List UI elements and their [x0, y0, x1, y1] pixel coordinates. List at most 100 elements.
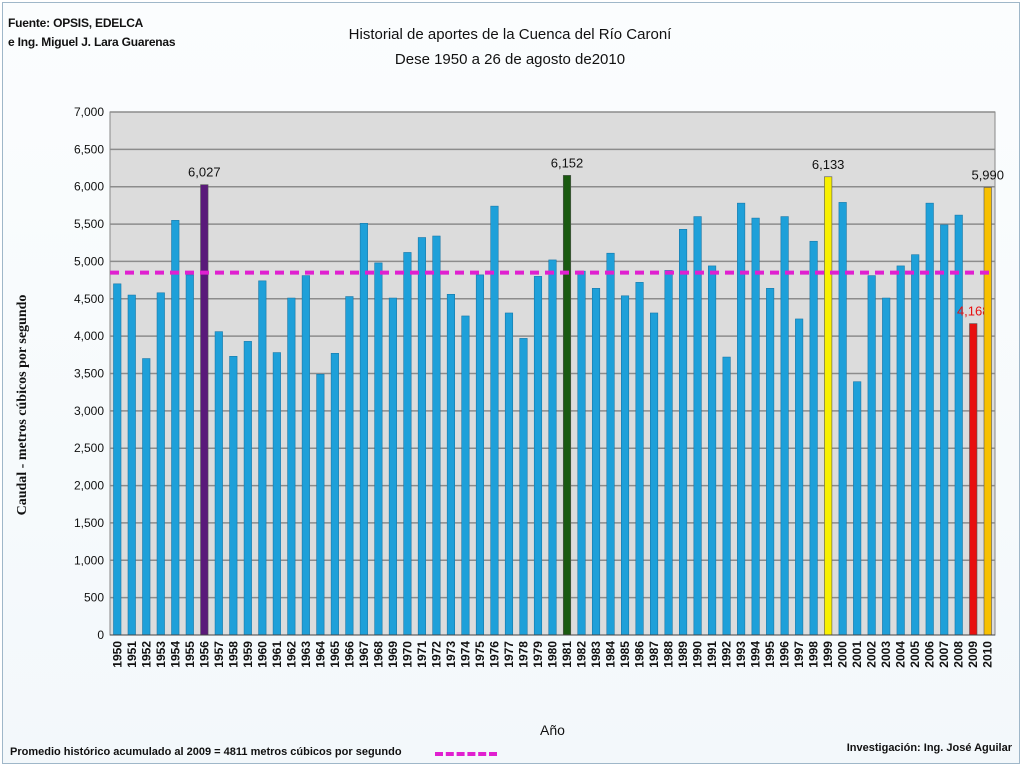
x-tick-label: 1993 [734, 641, 748, 668]
x-tick-label: 1951 [125, 641, 139, 668]
x-tick-label: 1964 [313, 641, 327, 668]
x-tick-label: 1972 [429, 641, 443, 668]
x-tick-label: 1957 [212, 641, 226, 668]
y-tick-label: 6,000 [74, 180, 104, 194]
bar-1953 [156, 292, 165, 636]
bar-1975 [475, 274, 485, 636]
bar-1966 [345, 296, 354, 636]
x-tick-label: 1971 [415, 641, 429, 668]
bar-1985 [620, 295, 630, 636]
bar-1962 [287, 297, 296, 636]
x-axis-title: Año [540, 722, 565, 738]
bar-2009 [969, 323, 978, 636]
data-label-2010: 5,990 [971, 167, 1004, 182]
x-tick-label: 1963 [299, 641, 313, 668]
x-tick-label: 1959 [241, 641, 255, 668]
bar-1957 [214, 331, 223, 636]
title-line-2: Dese 1950 a 26 de agosto de2010 [394, 51, 626, 68]
credit-note: Investigación: Ing. José Aguilar [846, 742, 1012, 754]
x-tick-label: 1958 [226, 641, 240, 668]
bar-1972 [432, 235, 441, 636]
x-tick-label: 2003 [879, 641, 893, 668]
bar-1991 [708, 265, 717, 636]
x-tick-label: 2002 [865, 641, 879, 668]
bar-1998 [809, 240, 818, 636]
x-tick-label: 1950 [110, 641, 124, 668]
source-note: Fuente: OPSIS, EDELCA e Ing. Miguel J. L… [8, 14, 176, 52]
x-tick-label: 1992 [720, 641, 734, 668]
x-tick-label: 1979 [531, 641, 545, 668]
bar-2010 [983, 187, 992, 636]
x-tick-label: 1990 [691, 641, 705, 668]
bar-1982 [577, 270, 586, 636]
average-note: Promedio histórico acumulado al 2009 = 4… [10, 746, 402, 758]
data-label-1981: 6,152 [551, 155, 584, 170]
x-tick-label: 2001 [850, 641, 864, 668]
x-tick-label: 2000 [836, 641, 850, 668]
data-label-1956: 6,027 [188, 165, 221, 180]
bar-1988 [664, 270, 673, 636]
x-tick-label: 1978 [516, 641, 530, 668]
bar-2001 [853, 381, 862, 636]
average-legend-swatch [435, 752, 497, 756]
bar-2005 [911, 254, 920, 636]
bar-1967 [359, 223, 368, 636]
x-tick-label: 2010 [981, 641, 995, 668]
bar-1980 [548, 259, 557, 636]
bar-2002 [867, 275, 876, 636]
y-axis-title: Caudal - metros cúbicos por segundo [15, 295, 30, 516]
x-tick-label: 1969 [386, 641, 400, 668]
bar-2004 [896, 265, 905, 636]
bar-1951 [127, 294, 136, 636]
bar-2000 [838, 202, 847, 636]
bar-1994 [751, 217, 760, 636]
bar-1968 [374, 262, 383, 636]
bar-1976 [490, 205, 499, 636]
data-label-1999: 6,133 [812, 157, 845, 172]
bar-1956 [200, 184, 209, 636]
bar-1954 [171, 220, 180, 636]
bar-1970 [403, 252, 412, 636]
x-tick-label: 2005 [908, 641, 922, 668]
x-tick-label: 1994 [749, 641, 763, 668]
bar-1950 [113, 283, 122, 636]
bar-2003 [882, 297, 891, 636]
bar-1995 [766, 288, 775, 636]
y-tick-label: 4,000 [74, 329, 104, 343]
x-tick-label: 1954 [168, 641, 182, 668]
bar-1978 [519, 338, 528, 636]
x-tick-label: 1988 [662, 641, 676, 668]
bar-1996 [780, 216, 789, 636]
y-tick-label: 1,000 [74, 553, 104, 567]
source-line-2: e Ing. Miguel J. Lara Guarenas [8, 35, 176, 49]
bar-1981 [562, 175, 572, 636]
x-tick-label: 1966 [342, 641, 356, 668]
bar-2007 [940, 224, 949, 636]
x-tick-label: 1977 [502, 641, 516, 668]
y-tick-label: 7,000 [74, 105, 104, 119]
bar-1999 [824, 176, 833, 636]
x-tick-label: 1968 [371, 641, 385, 668]
bar-1974 [461, 315, 470, 636]
x-tick-label: 1953 [154, 641, 168, 668]
x-tick-label: 1986 [633, 641, 647, 668]
bar-1992 [722, 356, 731, 636]
x-tick-label: 1976 [487, 641, 501, 668]
x-tick-label: 1965 [328, 641, 342, 668]
data-label-2009: 4,168 [957, 304, 990, 319]
bar-1969 [388, 297, 397, 636]
bar-1983 [591, 288, 601, 636]
x-tick-label: 1991 [705, 641, 719, 668]
bar-1955 [185, 274, 194, 636]
x-tick-label: 1989 [676, 641, 690, 668]
bar-1973 [446, 294, 455, 636]
y-tick-label: 5,500 [74, 217, 104, 231]
x-tick-label: 2006 [923, 641, 937, 668]
x-tick-label: 2009 [966, 641, 980, 668]
x-tick-label: 1997 [792, 641, 806, 668]
bar-1993 [737, 202, 746, 636]
bar-1986 [635, 282, 644, 636]
x-tick-label: 1974 [458, 641, 472, 668]
x-tick-label: 1983 [589, 641, 603, 668]
